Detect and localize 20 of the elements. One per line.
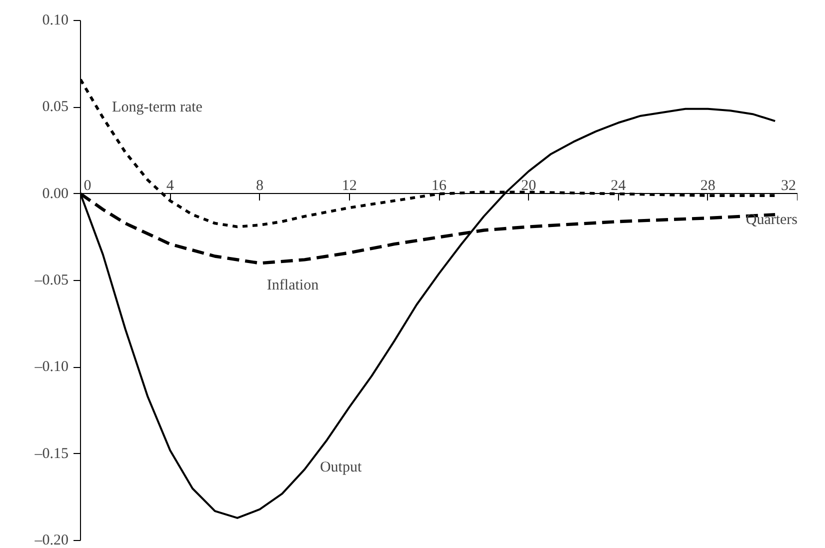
x-tick-label: 24 [610, 178, 626, 194]
x-tick-label: 12 [342, 178, 357, 194]
annotation: Output [320, 460, 362, 476]
y-tick-label: –0.10 [34, 359, 68, 376]
x-axis-title: Quarters [746, 212, 798, 228]
y-tick-label: 0.05 [42, 99, 68, 116]
x-tick-label: 28 [700, 178, 716, 194]
annotation: Long-term rate [112, 99, 203, 116]
y-tick-label: –0.15 [34, 446, 68, 462]
y-tick-label: –0.20 [34, 532, 68, 548]
x-tick-label: 8 [256, 178, 264, 194]
x-tick-label: 20 [521, 178, 536, 194]
y-tick-label: 0.10 [42, 12, 68, 28]
x-tick-label: 0 [84, 178, 92, 194]
y-tick-label: –0.05 [34, 272, 68, 288]
annotation: Inflation [266, 278, 320, 294]
x-tick-label: 32 [781, 178, 796, 194]
y-tick-label: 0.00 [42, 186, 68, 202]
x-tick-label: 16 [432, 178, 447, 194]
x-tick-label: 4 [166, 178, 174, 194]
